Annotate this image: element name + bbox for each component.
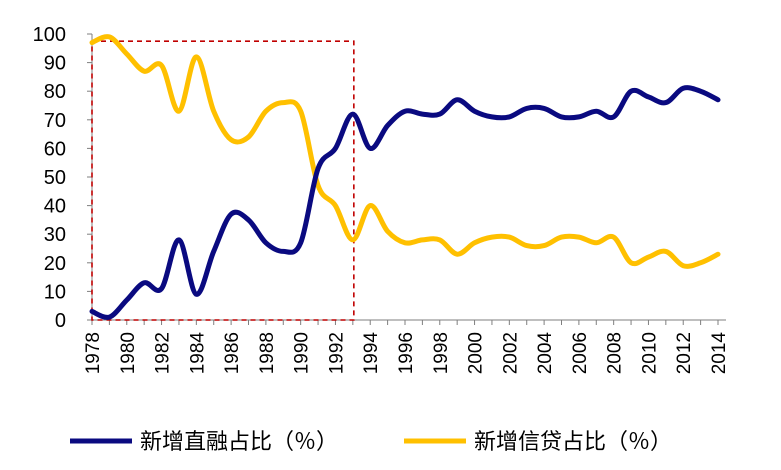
y-tick-label: 70 <box>44 110 66 132</box>
y-tick-label: 20 <box>44 253 66 275</box>
y-tick-label: 90 <box>44 53 66 75</box>
y-tick-label: 100 <box>33 24 66 46</box>
x-tick-label: 2006 <box>570 332 591 374</box>
x-tick-label: 1986 <box>222 332 243 374</box>
y-tick-label: 10 <box>44 281 66 303</box>
y-tick-label: 30 <box>44 224 66 246</box>
dashed-highlight-box <box>91 40 355 321</box>
highlight-box <box>91 40 355 321</box>
y-tick-label: 40 <box>44 196 66 218</box>
legend-label-direct-financing: 新增直融占比（％） <box>140 430 338 455</box>
new-credit-share-line <box>89 34 721 269</box>
x-tick-label: 1994 <box>361 332 382 375</box>
x-tick-label: 2000 <box>466 332 487 374</box>
x-tick-label: 1990 <box>292 332 313 374</box>
x-tick-label: 1988 <box>257 332 278 374</box>
legend: 新增直融占比（％） 新增信贷占比（％） <box>70 430 672 455</box>
legend-label-new-credit: 新增信贷占比（％） <box>474 430 672 455</box>
x-tick-label: 2008 <box>605 332 626 374</box>
y-tick-label: 60 <box>44 138 66 160</box>
y-tick-labels: 0 10 20 30 40 50 60 70 80 90 100 <box>33 24 66 332</box>
x-tick-label: 1992 <box>326 332 347 374</box>
x-tick-label: 2002 <box>500 332 521 374</box>
y-tick-label: 80 <box>44 81 66 103</box>
x-tick-label: 2012 <box>674 332 695 374</box>
x-tick-label: 2014 <box>709 332 730 375</box>
series-lines <box>89 34 721 320</box>
x-tick-label: 2010 <box>639 332 660 374</box>
x-tick-labels: 1978 1980 1982 1984 1986 1988 1990 1992 1994 1996… <box>83 332 730 375</box>
x-tick-label: 1982 <box>153 332 174 374</box>
direct-financing-share-line <box>89 85 721 320</box>
x-tick-label: 1978 <box>83 332 104 374</box>
x-tick-label: 2004 <box>535 332 556 375</box>
y-tick-label: 0 <box>55 310 66 332</box>
y-tick-label: 50 <box>44 167 66 189</box>
x-tick-label: 1984 <box>187 332 208 375</box>
x-tick-label: 1980 <box>118 332 139 374</box>
x-tick-label: 1996 <box>396 332 417 374</box>
chart-axes <box>87 33 726 325</box>
x-tick-label: 1998 <box>431 332 452 374</box>
